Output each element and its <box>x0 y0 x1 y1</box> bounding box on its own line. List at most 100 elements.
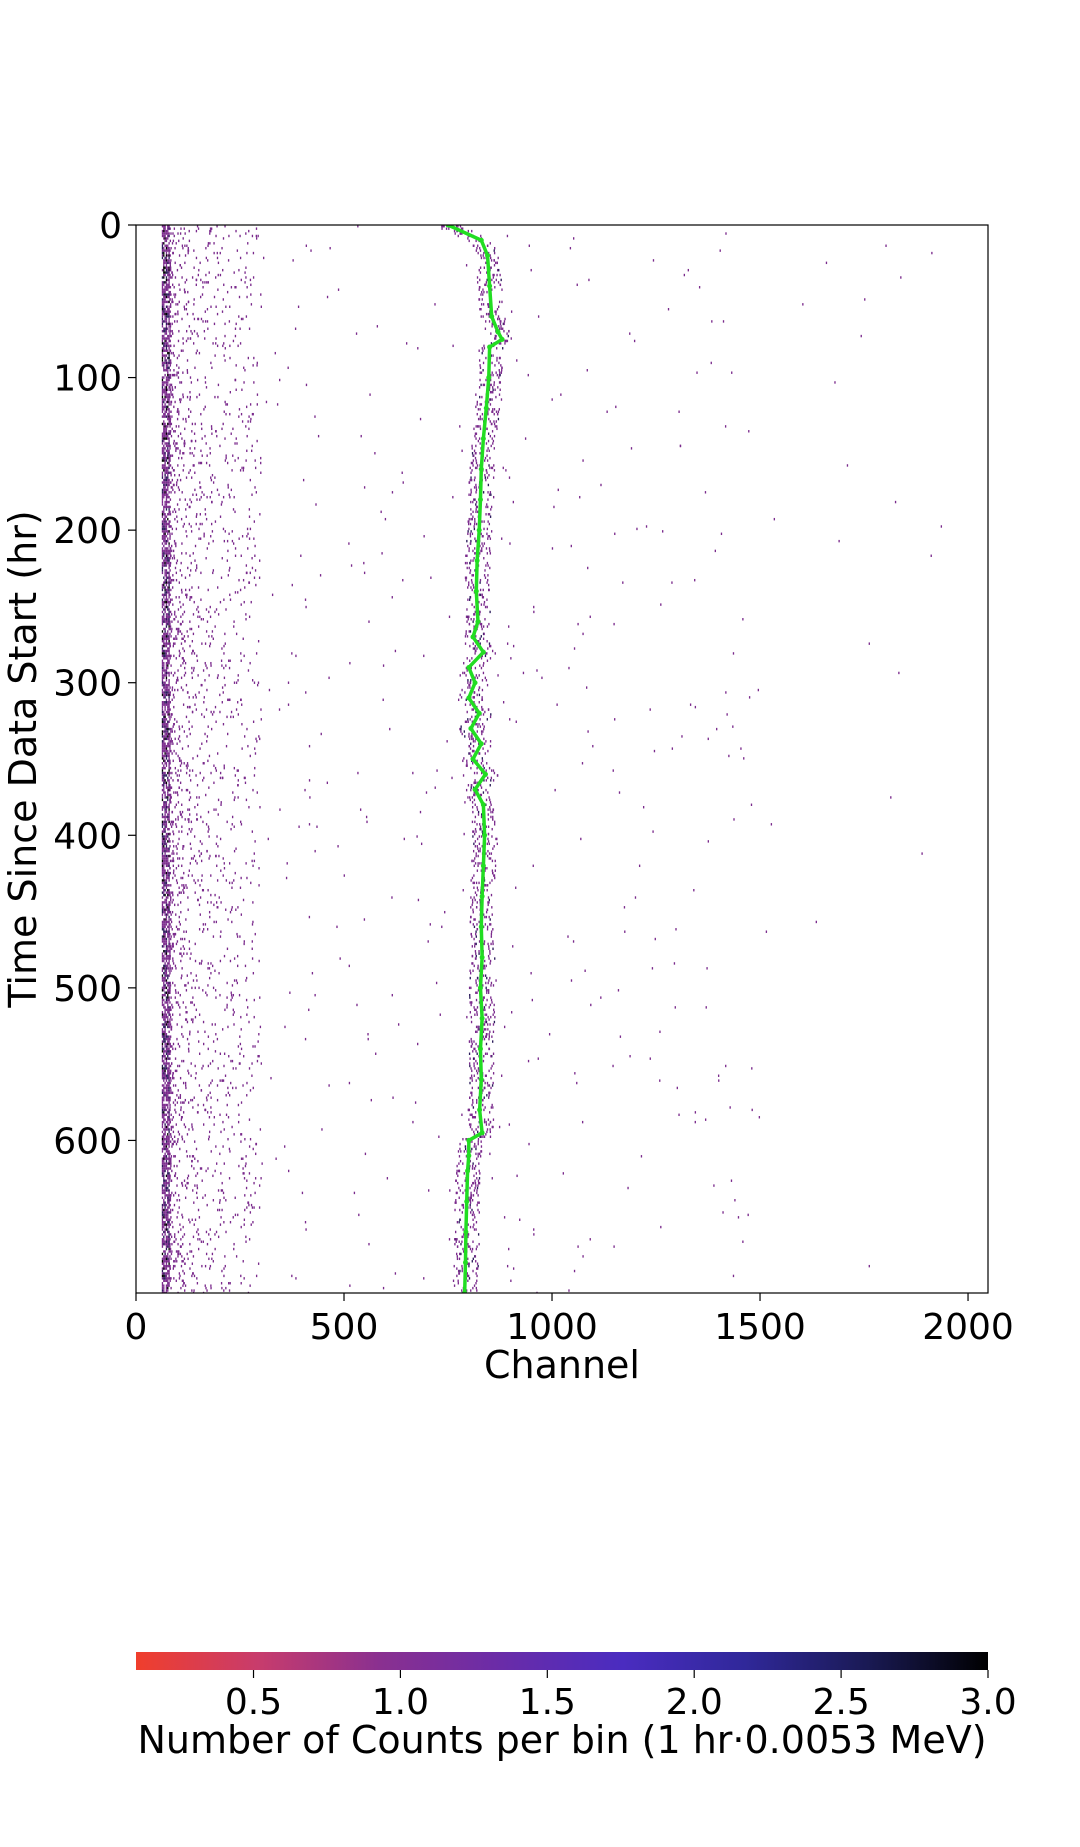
heatmap-cell <box>167 1011 169 1014</box>
heatmap-cell <box>195 283 197 287</box>
heatmap-cell <box>167 805 169 809</box>
heatmap-cell <box>483 737 485 741</box>
heatmap-cell <box>165 564 168 567</box>
heatmap-cell <box>219 1052 222 1055</box>
heatmap-cell <box>161 571 164 575</box>
heatmap-cell <box>168 478 170 482</box>
heatmap-cell <box>203 776 205 780</box>
heatmap-cell <box>482 588 484 592</box>
heatmap-cell <box>177 630 179 633</box>
heatmap-cell <box>167 600 169 604</box>
heatmap-cell <box>530 268 532 272</box>
heatmap-cell <box>164 312 166 316</box>
heatmap-cell <box>165 295 168 299</box>
heatmap-cell <box>479 664 481 667</box>
heatmap-cell <box>481 298 483 301</box>
heatmap-cell <box>163 530 165 533</box>
heatmap-cell <box>167 312 169 316</box>
heatmap-cell <box>168 615 170 619</box>
heatmap-cell <box>478 701 480 704</box>
heatmap-cell <box>167 688 169 692</box>
heatmap-cell <box>241 703 243 706</box>
heatmap-cell <box>475 432 478 435</box>
heatmap-cell <box>457 698 460 702</box>
heatmap-cell <box>165 505 168 509</box>
heatmap-cell <box>470 513 472 516</box>
heatmap-cell <box>163 276 165 279</box>
heatmap-cell <box>169 989 171 992</box>
heatmap-cell <box>163 307 165 311</box>
heatmap-cell <box>446 740 448 743</box>
heatmap-cell <box>188 1050 190 1053</box>
heatmap-cell <box>200 962 202 965</box>
heatmap-cell <box>483 459 486 462</box>
heatmap-cell <box>167 342 169 345</box>
heatmap-cell <box>165 1064 168 1068</box>
heatmap-cell <box>169 325 172 328</box>
heatmap-cell <box>477 1045 479 1048</box>
heatmap-cell <box>203 535 205 538</box>
heatmap-cell <box>168 744 170 748</box>
heatmap-cell <box>188 798 191 802</box>
heatmap-cell <box>480 657 483 660</box>
heatmap-cell <box>170 884 172 887</box>
heatmap-cell <box>167 278 169 282</box>
heatmap-cell <box>161 974 164 977</box>
heatmap-cell <box>483 266 486 269</box>
heatmap-cell <box>172 315 174 318</box>
heatmap-cell <box>436 769 438 772</box>
heatmap-cell <box>165 625 168 628</box>
heatmap-cell <box>209 227 212 230</box>
heatmap-cell <box>205 630 208 633</box>
heatmap-cell <box>479 366 482 370</box>
heatmap-cell <box>490 776 493 780</box>
heatmap-cell <box>161 1054 164 1058</box>
heatmap-cell <box>182 337 184 340</box>
heatmap-cell <box>489 952 491 955</box>
heatmap-cell <box>177 464 179 467</box>
heatmap-cell <box>165 974 168 977</box>
heatmap-cell <box>168 408 170 411</box>
heatmap-cell <box>163 615 165 619</box>
heatmap-cell <box>167 295 169 299</box>
heatmap-cell <box>171 532 173 536</box>
heatmap-cell <box>174 805 176 809</box>
heatmap-cell <box>169 1020 171 1024</box>
heatmap-cell <box>164 559 166 562</box>
heatmap-cell <box>586 369 588 372</box>
heatmap-cell <box>173 696 175 699</box>
heatmap-cell <box>226 403 229 406</box>
heatmap-cell <box>864 298 866 301</box>
heatmap-cell <box>215 808 217 811</box>
heatmap-cell <box>185 989 188 992</box>
heatmap-cell <box>182 469 184 472</box>
heatmap-cell <box>167 659 169 662</box>
heatmap-cell <box>165 847 168 850</box>
heatmap-cell <box>188 696 190 699</box>
heatmap-cell <box>163 513 165 516</box>
heatmap-cell <box>246 251 248 255</box>
heatmap-cell <box>463 671 466 675</box>
heatmap-cell <box>209 1062 212 1065</box>
heatmap-cell <box>170 825 173 828</box>
heatmap-cell <box>175 825 178 828</box>
heatmap-cell <box>213 710 215 714</box>
heatmap-cell <box>175 635 177 638</box>
heatmap-cell <box>164 552 166 555</box>
heatmap-cell <box>193 317 196 321</box>
heatmap-cell <box>215 337 217 340</box>
heatmap-cell <box>173 405 175 409</box>
heatmap-cell <box>825 261 828 265</box>
heatmap-cell <box>167 840 169 843</box>
heatmap-cell <box>168 874 170 877</box>
heatmap-cell <box>161 234 164 238</box>
heatmap-cell <box>168 671 170 675</box>
heatmap-cell <box>168 620 170 623</box>
heatmap-cell <box>574 1072 576 1075</box>
heatmap-cell <box>165 710 168 714</box>
heatmap-cell <box>164 349 166 352</box>
heatmap-cell <box>477 989 480 992</box>
heatmap-cell <box>487 991 490 994</box>
heatmap-cell <box>169 871 171 875</box>
heatmap-cell <box>165 286 168 289</box>
